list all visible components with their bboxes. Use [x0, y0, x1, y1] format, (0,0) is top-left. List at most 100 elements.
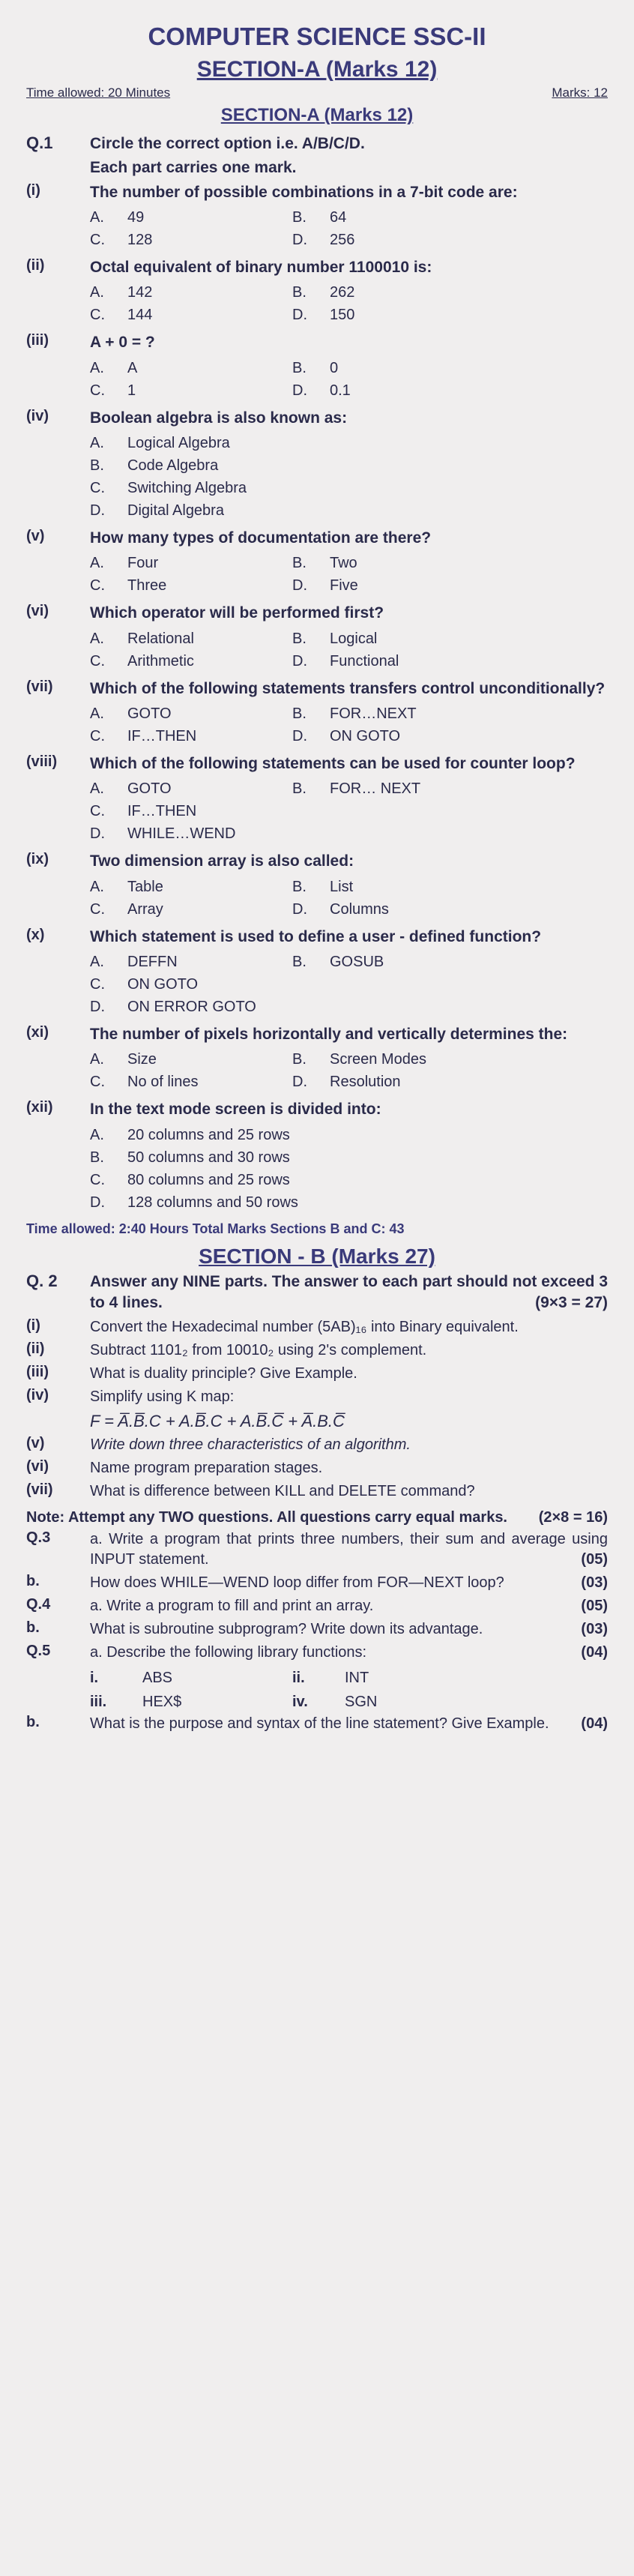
p3-q: A + 0 = ?: [90, 332, 608, 353]
q4-am: (05): [581, 1596, 608, 1616]
q5-f3l: iii.: [90, 1690, 142, 1714]
q5-num: Q.5: [26, 1643, 90, 1663]
p8-d: WHILE…WEND: [127, 822, 608, 845]
p8-num: (viii): [26, 753, 90, 774]
q5-bm: (04): [581, 1714, 608, 1734]
sub-section-a: SECTION-A (Marks 12): [26, 105, 608, 126]
p8-q: Which of the following statements can be…: [90, 753, 608, 774]
p2-q: Octal equivalent of binary number 110001…: [90, 257, 608, 278]
q5-f4l: iv.: [292, 1690, 345, 1714]
b3-t: What is duality principle? Give Example.: [90, 1364, 608, 1384]
q2-num: Q. 2: [26, 1272, 90, 1314]
p6-b: Logical: [330, 628, 495, 650]
p10-q: Which statement is used to define a user…: [90, 927, 608, 948]
p11-b: Screen Modes: [330, 1048, 495, 1071]
p7-c: IF…THEN: [127, 725, 292, 747]
p4-num: (iv): [26, 408, 90, 429]
p12-q: In the text mode screen is divided into:: [90, 1099, 608, 1120]
q5-f2: INT: [345, 1666, 495, 1690]
p9-c: Array: [127, 898, 292, 921]
time-row-a: Time allowed: 20 Minutes Marks: 12: [26, 85, 608, 100]
p12-b: 50 columns and 30 rows: [127, 1146, 608, 1169]
p1-c: 128: [127, 229, 292, 251]
p1-opts: A.49B.64 C.128D.256: [90, 206, 608, 251]
p6-c: Arithmetic: [127, 650, 292, 672]
p7-a: GOTO: [127, 702, 292, 725]
p3-a: A: [127, 357, 292, 379]
p6-num: (vi): [26, 603, 90, 624]
q3-a: a. Write a program that prints three num…: [90, 1529, 608, 1570]
p4-a: Logical Algebra: [127, 432, 608, 454]
p12-a: 20 columns and 25 rows: [127, 1124, 608, 1146]
p11-c: No of lines: [127, 1071, 292, 1093]
p5-b: Two: [330, 552, 495, 574]
q4-bm: (03): [581, 1619, 608, 1640]
q5-f3: HEX$: [142, 1690, 292, 1714]
q5-a: a. Describe the following library functi…: [90, 1643, 608, 1663]
p6-q: Which operator will be performed first?: [90, 603, 608, 624]
p8-b: FOR… NEXT: [330, 777, 495, 800]
b2-t: Subtract 1101₂ from 10010₂ using 2's com…: [90, 1340, 608, 1361]
p6-a: Relational: [127, 628, 292, 650]
q3-bm: (03): [581, 1573, 608, 1593]
q4-num: Q.4: [26, 1596, 90, 1616]
p5-q: How many types of documentation are ther…: [90, 528, 608, 549]
p6-d: Functional: [330, 650, 495, 672]
p3-d: 0.1: [330, 379, 495, 402]
time-row-b: Time allowed: 2:40 Hours Total Marks Sec…: [26, 1221, 608, 1237]
p10-num: (x): [26, 927, 90, 948]
q1-instr2: Each part carries one mark.: [90, 157, 608, 178]
b1-n: (i): [26, 1317, 90, 1337]
p3-num: (iii): [26, 332, 90, 353]
p1-a: 49: [127, 206, 292, 229]
p7-b: FOR…NEXT: [330, 702, 495, 725]
q4-bn: b.: [26, 1619, 90, 1640]
p11-num: (xi): [26, 1024, 90, 1045]
p5-num: (v): [26, 528, 90, 549]
p11-d: Resolution: [330, 1071, 495, 1093]
note-label: Note:: [26, 1509, 64, 1526]
b5-n: (v): [26, 1435, 90, 1455]
b2-n: (ii): [26, 1340, 90, 1361]
p2-num: (ii): [26, 257, 90, 278]
b4-formula: F = A̅.B̅.C + A.B̅.C + A.B̅.C̅ + A̅.B.C̅: [90, 1410, 608, 1433]
p4-q: Boolean algebra is also known as:: [90, 408, 608, 429]
p10-d: ON ERROR GOTO: [127, 996, 608, 1018]
p9-d: Columns: [330, 898, 495, 921]
q4-a: a. Write a program to fill and print an …: [90, 1596, 608, 1616]
p3-c: 1: [127, 379, 292, 402]
p11-a: Size: [127, 1048, 292, 1071]
b7-n: (vii): [26, 1481, 90, 1502]
p12-d: 128 columns and 50 rows: [127, 1191, 608, 1214]
p7-q: Which of the following statements transf…: [90, 678, 608, 699]
note-marks: (2×8 = 16): [539, 1509, 608, 1526]
p2-b: 262: [330, 281, 495, 304]
q4-b: What is subroutine subprogram? Write dow…: [90, 1619, 608, 1640]
p9-b: List: [330, 876, 495, 898]
b5-t: Write down three characteristics of an a…: [90, 1435, 608, 1455]
q5-f2l: ii.: [292, 1666, 345, 1690]
p4-c: Switching Algebra: [127, 477, 608, 499]
q5-lib-row1: i.ABS ii.INT: [90, 1666, 608, 1690]
q1-instr1: Circle the correct option i.e. A/B/C/D.: [90, 133, 608, 154]
p5-a: Four: [127, 552, 292, 574]
exam-title: COMPUTER SCIENCE SSC-II: [26, 22, 608, 51]
b1-t: Convert the Hexadecimal number (5AB)₁₆ i…: [90, 1317, 608, 1337]
q3-b: How does WHILE—WEND loop differ from FOR…: [90, 1573, 608, 1593]
p1-d: 256: [330, 229, 495, 251]
q5-f1: ABS: [142, 1666, 292, 1690]
p12-c: 80 columns and 25 rows: [127, 1169, 608, 1191]
p7-d: ON GOTO: [330, 725, 495, 747]
p1-num: (i): [26, 182, 90, 203]
p2-d: 150: [330, 304, 495, 326]
p11-q: The number of pixels horizontally and ve…: [90, 1024, 608, 1045]
p9-num: (ix): [26, 851, 90, 872]
p12-num: (xii): [26, 1099, 90, 1120]
q3-num: Q.3: [26, 1529, 90, 1570]
p3-b: 0: [330, 357, 495, 379]
p1-b: 64: [330, 206, 495, 229]
p9-q: Two dimension array is also called:: [90, 851, 608, 872]
p10-b: GOSUB: [330, 951, 495, 973]
section-b-title: SECTION - B (Marks 27): [26, 1245, 608, 1269]
p2-c: 144: [127, 304, 292, 326]
